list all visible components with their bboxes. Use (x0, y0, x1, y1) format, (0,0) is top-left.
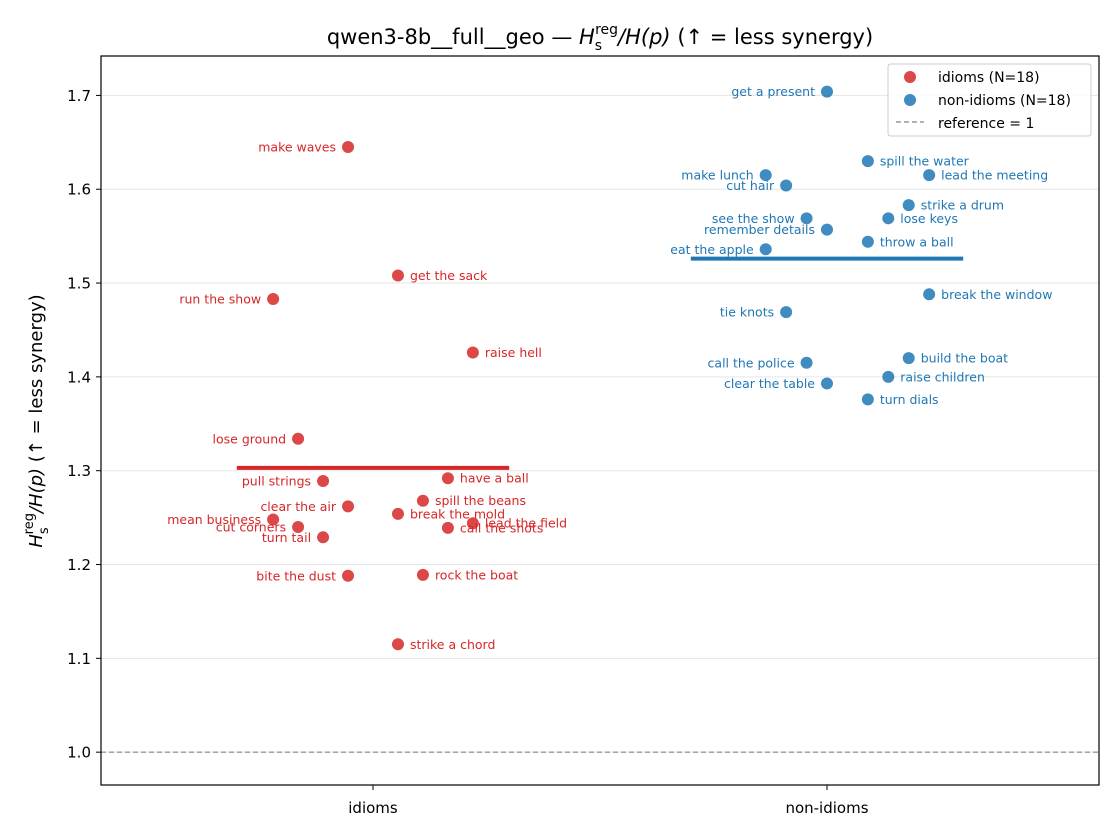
point-raise-children (882, 370, 895, 383)
point-have-a-ball (441, 472, 454, 485)
mean-bars (236, 256, 964, 470)
point-cut-hair (780, 179, 793, 192)
point-label-eat-the-apple: eat the apple (670, 242, 754, 257)
point-lose-ground (292, 432, 305, 445)
y-tick-label: 1.7 (67, 87, 91, 105)
point-label-clear-the-air: clear the air (260, 499, 336, 514)
point-see-the-show (800, 212, 813, 225)
point-label-mean-business: mean business (167, 512, 261, 527)
point-get-the-sack (391, 269, 404, 282)
point-make-waves (342, 141, 355, 154)
point-labels: make waves get the sack run the show raise … (167, 84, 1052, 652)
point-label-lead-the-meeting: lead the meeting (941, 168, 1048, 183)
point-label-call-the-police: call the police (708, 355, 795, 370)
legend-label-non-idioms: non-idioms (N=18) (938, 93, 1071, 109)
point-label-cut-corners: cut corners (216, 519, 286, 534)
point-label-spill-the-beans: spill the beans (435, 493, 526, 508)
point-lead-the-field (466, 517, 479, 530)
y-tick-label: 1.3 (67, 462, 91, 480)
point-label-remember-details: remember details (704, 222, 815, 237)
y-axis-label-group: Hsreg/H(p) (↑ = less synergy) (22, 294, 52, 547)
point-raise-hell (466, 346, 479, 359)
legend-label-reference: reference = 1 (938, 116, 1034, 132)
point-label-spill-the-water: spill the water (880, 154, 970, 169)
point-spill-the-water (861, 155, 874, 168)
point-label-get-the-sack: get the sack (410, 268, 488, 283)
point-get-a-present (821, 85, 833, 98)
point-label-run-the-show: run the show (179, 292, 261, 307)
y-tick-label: 1.5 (67, 275, 91, 293)
point-label-tie-knots: tie knots (720, 305, 774, 320)
point-label-get-a-present: get a present (731, 84, 815, 99)
point-tie-knots (780, 306, 793, 319)
point-run-the-show (267, 293, 280, 305)
point-label-turn-dials: turn dials (880, 392, 939, 407)
point-label-make-waves: make waves (258, 140, 336, 155)
data-points (267, 85, 936, 651)
point-lead-the-meeting (923, 169, 936, 182)
point-rock-the-boat (416, 568, 429, 581)
point-mean-business (267, 513, 280, 526)
point-label-break-the-mold: break the mold (410, 506, 505, 521)
point-label-raise-hell: raise hell (485, 345, 542, 360)
point-label-break-the-window: break the window (941, 287, 1052, 302)
point-break-the-mold (391, 507, 404, 520)
point-label-lose-ground: lose ground (213, 431, 287, 446)
point-strike-a-chord (391, 638, 404, 651)
point-label-lead-the-field: lead the field (485, 516, 567, 531)
point-build-the-boat (902, 352, 915, 365)
point-turn-dials (861, 393, 874, 406)
point-label-turn-tail: turn tail (262, 530, 311, 545)
x-tick-label-idioms: idioms (348, 799, 398, 817)
y-tick-label: 1.0 (67, 744, 91, 762)
y-tick-label: 1.2 (67, 556, 91, 574)
point-pull-strings (317, 475, 330, 488)
point-label-throw-a-ball: throw a ball (880, 234, 954, 249)
legend: idioms (N=18) non-idioms (N=18) referenc… (887, 63, 1092, 137)
point-break-the-window (923, 288, 936, 301)
point-strike-a-drum (902, 199, 915, 212)
legend-label-idioms: idioms (N=18) (938, 70, 1040, 86)
point-call-the-police (800, 356, 813, 369)
point-clear-the-air (342, 500, 355, 513)
point-cut-corners (292, 520, 305, 533)
point-label-strike-a-chord: strike a chord (410, 637, 495, 652)
point-remember-details (821, 223, 833, 236)
point-turn-tail (317, 531, 330, 544)
point-call-the-shots (441, 521, 454, 534)
legend-marker-non-idioms (904, 94, 916, 106)
point-label-make-lunch: make lunch (681, 168, 753, 183)
plot-frame (100, 55, 1100, 786)
point-label-strike-a-drum: strike a drum (921, 198, 1004, 213)
legend-marker-idioms (904, 71, 916, 83)
point-label-pull-strings: pull strings (242, 474, 311, 489)
point-label-raise-children: raise children (900, 369, 985, 384)
y-tick-label: 1.6 (67, 181, 91, 199)
point-label-rock-the-boat: rock the boat (435, 567, 518, 582)
point-label-bite-the-dust: bite the dust (256, 568, 336, 583)
point-label-lose-keys: lose keys (900, 211, 958, 226)
legend-box (887, 63, 1092, 137)
point-throw-a-ball (861, 235, 874, 248)
point-label-build-the-boat: build the boat (921, 351, 1008, 366)
x-tick-label-non-idioms: non-idioms (785, 799, 868, 817)
point-label-have-a-ball: have a ball (460, 471, 529, 486)
chart-title: qwen3-8b__full__geo — Hsreg/H(p) (↑ = le… (327, 22, 873, 54)
point-lose-keys (882, 212, 895, 225)
grid-lines (101, 94, 1099, 753)
point-make-lunch (759, 169, 772, 182)
y-tick-label: 1.1 (67, 650, 91, 668)
point-label-call-the-shots: call the shots (460, 520, 543, 535)
point-spill-the-beans (416, 494, 429, 507)
axes: 1.0 1.1 1.2 1.3 1.4 1.5 1.6 1.7 idioms non-idioms (67, 87, 869, 817)
y-axis-label: Hsreg/H(p) (↑ = less synergy) (22, 294, 52, 547)
point-clear-the-table (821, 377, 833, 390)
point-bite-the-dust (342, 569, 355, 582)
point-label-clear-the-table: clear the table (724, 376, 815, 391)
point-label-see-the-show: see the show (712, 211, 795, 226)
point-eat-the-apple (759, 243, 772, 256)
y-tick-label: 1.4 (67, 368, 91, 386)
point-label-cut-hair: cut hair (726, 178, 775, 193)
